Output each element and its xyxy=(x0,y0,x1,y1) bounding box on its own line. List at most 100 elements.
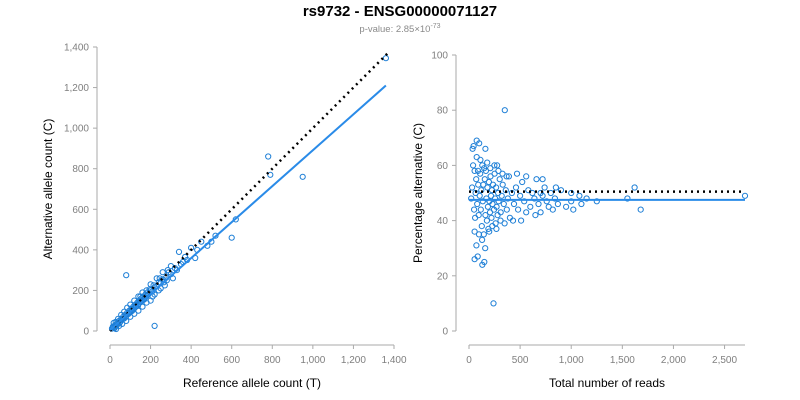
data-point xyxy=(471,228,478,235)
data-point xyxy=(134,302,142,309)
data-point xyxy=(583,195,590,202)
data-point xyxy=(535,200,542,208)
y-tick-label: 400 xyxy=(72,245,89,256)
data-point xyxy=(265,153,272,160)
data-point xyxy=(503,206,510,213)
data-point xyxy=(593,198,600,205)
data-point xyxy=(479,261,486,268)
data-point xyxy=(232,216,239,223)
p-value-exponent: -73 xyxy=(430,23,441,30)
data-point xyxy=(123,272,130,279)
data-point xyxy=(169,275,176,282)
data-point xyxy=(541,184,548,191)
x-tick-label: 1,400 xyxy=(381,355,406,366)
data-point xyxy=(125,310,132,317)
data-point xyxy=(489,200,496,208)
data-point xyxy=(484,184,491,191)
y-tick-label: 1,000 xyxy=(64,124,89,135)
data-point xyxy=(483,217,490,224)
data-point xyxy=(578,200,585,208)
x-tick-label: 600 xyxy=(223,355,240,366)
data-point xyxy=(481,176,488,183)
scatter-panel-allele-counts: 0 200 400 600 800 1,000 1,200 1,400 0 200 400 600 80… xyxy=(41,43,407,391)
scatter-panel-percentage-alternative: 0 500 1,000 1,500 2,000 2,500 0 20 40 60 80 100 Tota… xyxy=(411,51,749,390)
data-point xyxy=(131,297,138,304)
data-point xyxy=(624,195,631,202)
data-point xyxy=(153,275,160,282)
data-point xyxy=(570,206,577,213)
data-point xyxy=(137,293,144,300)
x-tick-label: 200 xyxy=(142,355,159,366)
y-tick-label: 0 xyxy=(83,327,89,338)
data-point xyxy=(160,279,167,286)
data-point xyxy=(527,203,534,210)
data-point xyxy=(475,181,482,188)
data-point xyxy=(493,225,500,232)
y-tick-label: 800 xyxy=(72,164,89,175)
x-tick-label: 0 xyxy=(107,355,113,366)
data-point xyxy=(498,192,505,199)
data-point xyxy=(529,189,536,197)
data-point xyxy=(537,209,544,216)
data-point xyxy=(568,198,575,205)
data-point xyxy=(489,223,496,230)
data-point xyxy=(382,55,389,62)
data-point xyxy=(127,313,134,320)
data-point xyxy=(159,269,166,276)
p-value-text: p-value: 2.85×10 xyxy=(359,24,431,36)
y-tick-label: 1,200 xyxy=(64,83,89,94)
data-point xyxy=(143,287,150,294)
data-point xyxy=(123,317,130,324)
data-point xyxy=(470,162,477,169)
data-point xyxy=(513,170,521,177)
y-tick-label: 40 xyxy=(437,216,449,227)
data-point xyxy=(479,236,486,243)
data-point xyxy=(474,167,482,174)
data-point xyxy=(484,203,491,210)
p-value-subtitle: p-value: 2.85×10-73 xyxy=(0,23,800,35)
data-point xyxy=(124,304,131,311)
data-point xyxy=(494,162,501,169)
data-point xyxy=(549,206,556,213)
y-tick-label: 20 xyxy=(437,271,449,282)
data-point xyxy=(515,206,522,213)
data-point xyxy=(156,275,163,282)
data-point xyxy=(496,176,503,183)
y-tick-label: 600 xyxy=(72,205,89,216)
data-point xyxy=(477,206,484,213)
data-point xyxy=(741,192,749,199)
data-point xyxy=(472,214,479,221)
data-point xyxy=(151,291,158,298)
data-point xyxy=(471,206,478,213)
x-axis-title: Total number of reads xyxy=(549,376,665,390)
y-tick-label: 100 xyxy=(431,51,448,62)
data-point xyxy=(500,200,507,208)
data-point xyxy=(537,189,544,197)
data-point xyxy=(510,200,518,208)
data-point xyxy=(481,165,488,172)
x-tick-label: 500 xyxy=(512,355,529,366)
data-point xyxy=(576,192,583,199)
x-tick-label: 1,200 xyxy=(341,355,366,366)
data-point xyxy=(488,214,495,221)
data-point xyxy=(159,276,166,283)
y-tick-label: 0 xyxy=(442,327,448,338)
data-point xyxy=(198,238,205,245)
data-point xyxy=(469,184,476,191)
data-point xyxy=(493,184,500,191)
y-axis-title: Alternative allele count (C) xyxy=(41,119,55,260)
data-point xyxy=(503,173,510,180)
data-point xyxy=(228,234,235,241)
data-point xyxy=(470,143,477,150)
y-tick-label: 1,400 xyxy=(64,43,89,54)
data-point xyxy=(212,232,219,239)
y-tick-label: 80 xyxy=(437,106,449,117)
data-point xyxy=(531,195,538,202)
x-tick-label: 2,500 xyxy=(712,355,737,366)
x-axis-title: Reference allele count (T) xyxy=(183,376,321,390)
data-point xyxy=(631,184,638,191)
y-tick-label: 60 xyxy=(437,161,449,172)
data-point xyxy=(151,322,158,329)
data-point xyxy=(521,198,528,205)
data-point xyxy=(468,195,475,202)
